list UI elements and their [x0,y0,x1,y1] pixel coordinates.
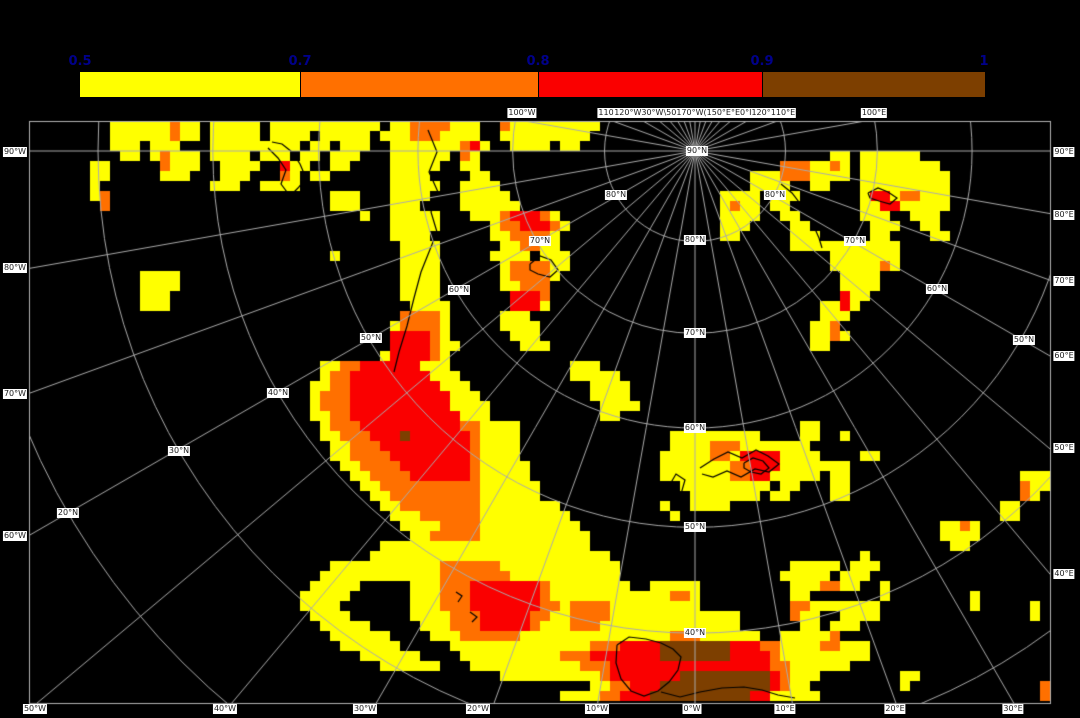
lat-label: 30°N [167,446,191,456]
lon-label-right: 70°E [1053,276,1075,286]
lat-label: 50°N [683,522,707,532]
lon-label-bottom: 10°W [584,704,610,714]
lat-label: 60°N [683,423,707,433]
lat-label: 50°N [1012,335,1036,345]
lon-label-top: 100°E [860,108,888,118]
lat-label: 20°N [56,508,80,518]
lon-label-bottom: 10°E [774,704,796,714]
colorbar: 0.5 0.7 0.8 0.9 1 [68,54,989,97]
lon-label-right: 90°E [1053,147,1075,157]
lon-label-bottom: 30°E [1002,704,1024,714]
colorbar-segment [300,72,539,97]
lon-label-left: 90°W [2,147,28,157]
colorbar-tick-label: 0.9 [750,54,774,69]
lat-label: 70°N [683,328,707,338]
lat-label: 70°N [528,236,552,246]
lon-label-top: 110°E [769,108,797,118]
lon-label-bottom: 20°E [884,704,906,714]
lon-label-bottom: 0°W [682,704,702,714]
lat-label: 40°N [266,388,290,398]
lat-label: 80°N [604,190,628,200]
lon-label-right: 40°E [1053,569,1075,579]
colorbar-segment [80,72,300,97]
lon-label-right: 50°E [1053,443,1075,453]
lat-label: 70°N [843,236,867,246]
colorbar-tick-label: 0.5 [68,54,92,69]
lon-label-left: 70°W [2,389,28,399]
lat-label: 90°N [685,146,709,156]
colorbar-tick-label: 0.8 [526,54,550,69]
colorbar-tick-label: 0.7 [288,54,312,69]
lon-label-bottom: 50°W [22,704,48,714]
lon-label-top: 100°W [507,108,537,118]
lon-label-left: 60°W [2,531,28,541]
lon-label-right: 80°E [1053,210,1075,220]
lat-label: 60°N [925,284,949,294]
lat-label: 50°N [359,333,383,343]
colorbar-segment [538,72,763,97]
lon-label-top: 110°W [597,108,627,118]
lat-label: 60°N [447,285,471,295]
lon-label-right: 60°E [1053,351,1075,361]
lat-label: 40°N [683,628,707,638]
colorbar-segment [762,72,985,97]
lon-label-left: 80°W [2,263,28,273]
lon-label-bottom: 30°W [352,704,378,714]
colorbar-tick-label: 1 [979,54,989,69]
lon-label-top: 120°W30°W\50170°W(150°E°E0°I120°E [613,108,777,118]
lon-label-bottom: 20°W [465,704,491,714]
lon-label-bottom: 40°W [212,704,238,714]
lat-label: 80°N [763,190,787,200]
lat-label: 80°N [683,235,707,245]
